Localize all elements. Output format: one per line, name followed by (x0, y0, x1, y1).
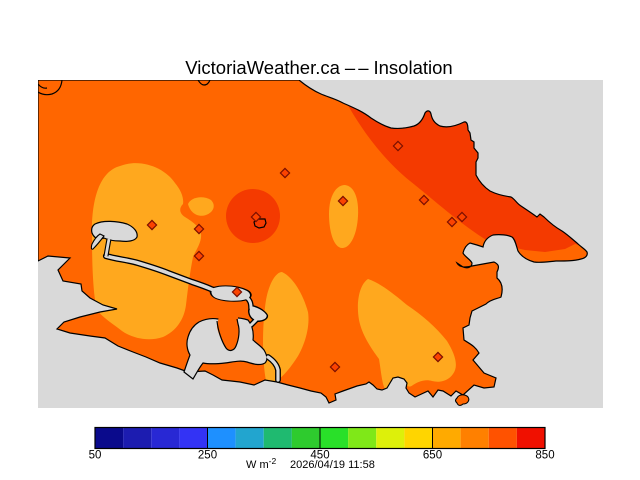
svg-text:450: 450 (310, 450, 329, 462)
svg-text:850: 850 (535, 450, 554, 462)
svg-text:650: 650 (423, 450, 442, 462)
svg-text:2026/04/19 11:58: 2026/04/19 11:58 (290, 459, 375, 471)
svg-text:250: 250 (198, 450, 217, 462)
svg-text:50: 50 (89, 450, 102, 462)
svg-text:VictoriaWeather.ca––Insolation: VictoriaWeather.ca – – Insolation (185, 57, 452, 78)
